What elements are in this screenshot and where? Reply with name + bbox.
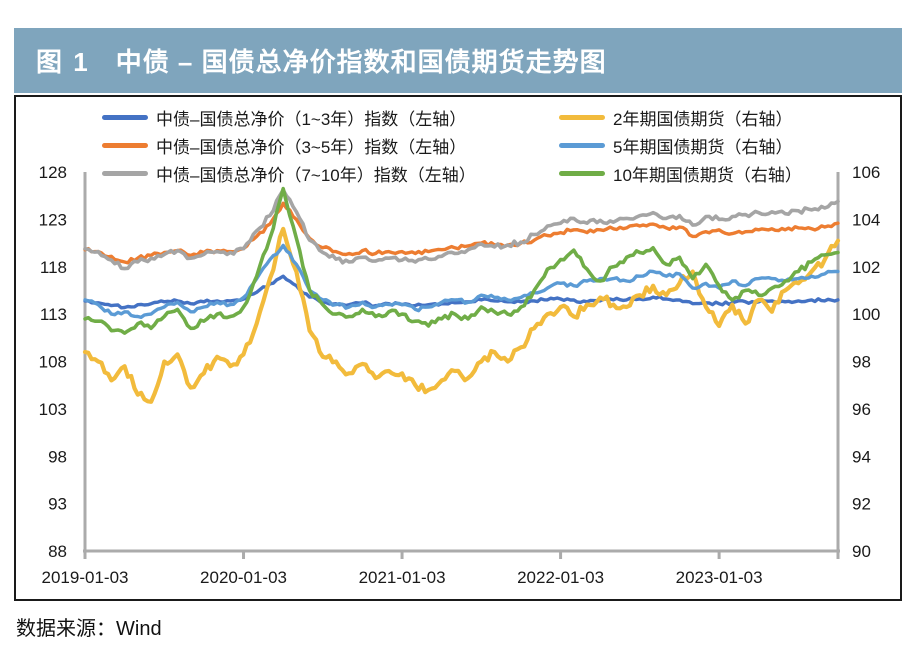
figure-title: 中债 – 国债总净价指数和国债期货走势图 xyxy=(115,47,607,77)
legend-label: 2年期国债期货（右轴） xyxy=(613,109,793,129)
left-tick-label: 98 xyxy=(48,447,67,466)
series-line-2 xyxy=(83,201,840,265)
legend-item-5: 5年期国债期货（右轴） xyxy=(559,131,802,159)
right-axis-tick-labels: 106 104 102 100 98 96 94 92 90 xyxy=(852,163,880,561)
figure-number: 图 1 xyxy=(36,47,90,77)
plot-area: 128 123 118 113 108 103 98 93 88 106 104 102 100 98 9… xyxy=(39,163,881,587)
x-tick-marks xyxy=(242,551,721,559)
legend-swatch xyxy=(102,114,148,120)
right-tick-label: 90 xyxy=(852,542,871,561)
x-tick-label: 2020-01-03 xyxy=(200,568,287,587)
legend-label: 5年期国债期货（右轴） xyxy=(613,137,793,157)
data-source: 数据来源：Wind xyxy=(16,618,162,640)
left-tick-label: 118 xyxy=(40,258,67,277)
series-line-6 xyxy=(83,186,840,335)
left-tick-label: 88 xyxy=(48,542,67,561)
legend-item-1: 中债–国债总净价（1~3年）指数（左轴） xyxy=(102,103,476,131)
right-tick-label: 98 xyxy=(852,353,871,372)
left-axis-tick-labels: 128 123 118 113 108 103 98 93 88 xyxy=(39,163,67,561)
left-tick-label: 93 xyxy=(48,495,67,514)
right-tick-label: 96 xyxy=(852,400,871,419)
x-axis-tick-labels: 2019-01-03 2020-01-03 2021-01-03 2022-01-03… xyxy=(42,568,763,587)
legend-item-6: 10年期国债期货（右轴） xyxy=(559,159,802,187)
legend-swatch xyxy=(102,170,148,176)
series-line-3 xyxy=(83,188,840,271)
right-tick-label: 102 xyxy=(852,258,880,277)
chart-panel: 中债–国债总净价（1~3年）指数（左轴） 中债–国债总净价（3~5年）指数（左轴）… xyxy=(14,95,902,601)
series-line-5 xyxy=(83,243,840,320)
legend-label: 10年期国债期货（右轴） xyxy=(613,165,802,185)
legend-label: 中债–国债总净价（7~10年）指数（左轴） xyxy=(156,165,476,185)
legend-item-4: 2年期国债期货（右轴） xyxy=(559,103,802,131)
left-tick-label: 123 xyxy=(39,210,67,229)
right-tick-label: 104 xyxy=(852,210,880,229)
x-tick-label: 2019-01-03 xyxy=(42,568,129,587)
right-tick-label: 106 xyxy=(852,163,880,182)
legend-item-2: 中债–国债总净价（3~5年）指数（左轴） xyxy=(102,131,476,159)
x-tick-label: 2021-01-03 xyxy=(359,568,446,587)
legend-column-left: 中债–国债总净价（1~3年）指数（左轴） 中债–国债总净价（3~5年）指数（左轴）… xyxy=(102,103,476,187)
series-line-4 xyxy=(82,226,841,404)
legend-column-right: 2年期国债期货（右轴） 5年期国债期货（右轴） 10年期国债期货（右轴） xyxy=(559,103,802,187)
left-tick-label: 128 xyxy=(39,163,67,182)
legend-swatch xyxy=(102,142,148,148)
figure-title-bar: 图 1 中债 – 国债总净价指数和国债期货走势图 xyxy=(14,28,902,93)
left-tick-label: 103 xyxy=(39,400,67,419)
x-tick-label: 2023-01-03 xyxy=(676,568,763,587)
right-tick-label: 94 xyxy=(852,447,871,466)
left-tick-label: 113 xyxy=(40,305,67,324)
series-lines xyxy=(82,186,841,404)
legend-label: 中债–国债总净价（3~5年）指数（左轴） xyxy=(156,137,467,157)
left-tick-label: 108 xyxy=(39,353,67,372)
legend-item-3: 中债–国债总净价（7~10年）指数（左轴） xyxy=(102,159,476,187)
legend-swatch xyxy=(559,142,605,148)
x-tick-label: 2022-01-03 xyxy=(517,568,604,587)
legend-swatch xyxy=(559,170,605,176)
right-tick-label: 100 xyxy=(852,305,880,324)
legend-label: 中债–国债总净价（1~3年）指数（左轴） xyxy=(156,109,467,129)
legend-swatch xyxy=(559,114,605,120)
right-tick-label: 92 xyxy=(852,495,871,514)
